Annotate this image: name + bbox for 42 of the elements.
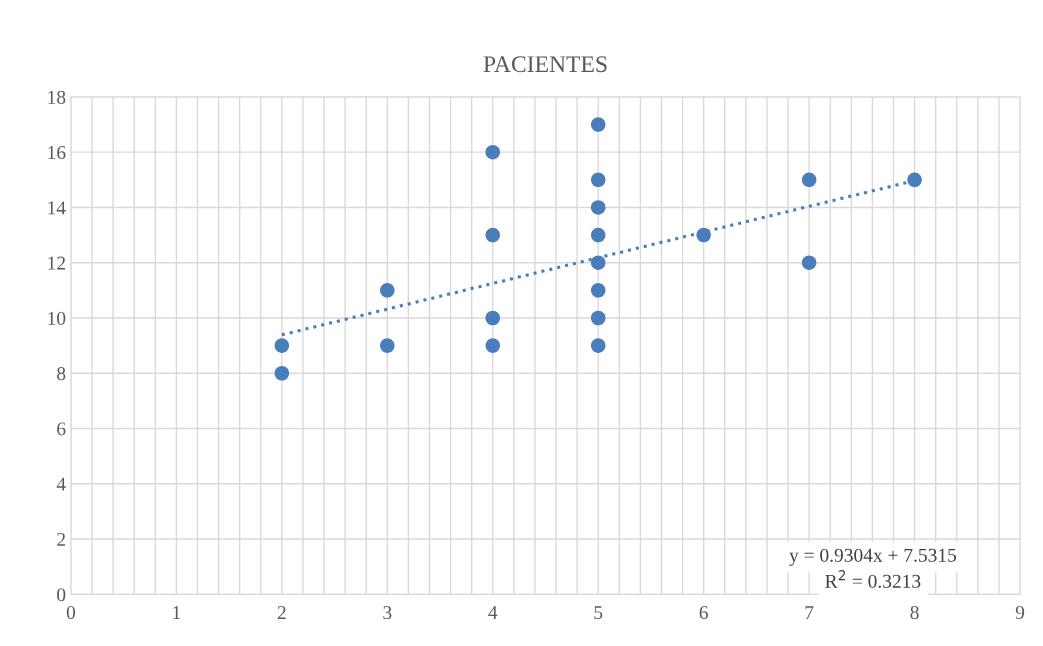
x-tick-label: 5 — [594, 606, 603, 620]
point — [590, 117, 606, 132]
point — [590, 172, 606, 188]
point — [801, 172, 817, 188]
y-tick-label: 14 — [48, 201, 66, 215]
point — [485, 144, 501, 160]
y-tick-label: 6 — [57, 422, 66, 436]
x-tick-label: 4 — [488, 606, 498, 619]
point — [485, 310, 501, 326]
point — [380, 283, 395, 298]
point — [590, 310, 606, 326]
point — [696, 227, 711, 243]
point — [590, 283, 606, 298]
x-tick-label: 6 — [699, 606, 708, 620]
y-tick-label: 10 — [48, 311, 66, 325]
y-tick-label: 2 — [57, 532, 65, 546]
y-tick-label: 0 — [57, 588, 66, 602]
annotation: R$^{2}$ = 0.3213 — [825, 570, 921, 588]
point — [590, 200, 606, 215]
point — [380, 338, 395, 353]
y-tick-label: 4 — [56, 477, 66, 491]
y-tick-label: 18 — [48, 90, 66, 104]
point — [485, 227, 501, 243]
point — [485, 338, 501, 353]
y-tick-label: 8 — [57, 367, 66, 381]
point — [590, 227, 606, 243]
point — [274, 365, 290, 381]
x-tick-label: 3 — [383, 606, 392, 620]
chart-title: PACIENTES — [483, 56, 607, 73]
point — [274, 338, 290, 353]
x-tick-label: 1 — [173, 606, 181, 619]
x-tick-label: 8 — [910, 605, 919, 620]
x-tick-label: 2 — [277, 606, 286, 619]
x-tick-label: 7 — [805, 606, 814, 619]
point — [907, 172, 922, 188]
y-tick-label: 12 — [48, 256, 65, 270]
y-tick-label: 16 — [48, 146, 66, 160]
annotation: y = 0.9304x + 7.5315 — [789, 548, 957, 566]
point — [590, 255, 606, 270]
point — [590, 338, 606, 353]
x-tick-label: 9 — [1015, 606, 1025, 620]
point — [801, 255, 817, 270]
